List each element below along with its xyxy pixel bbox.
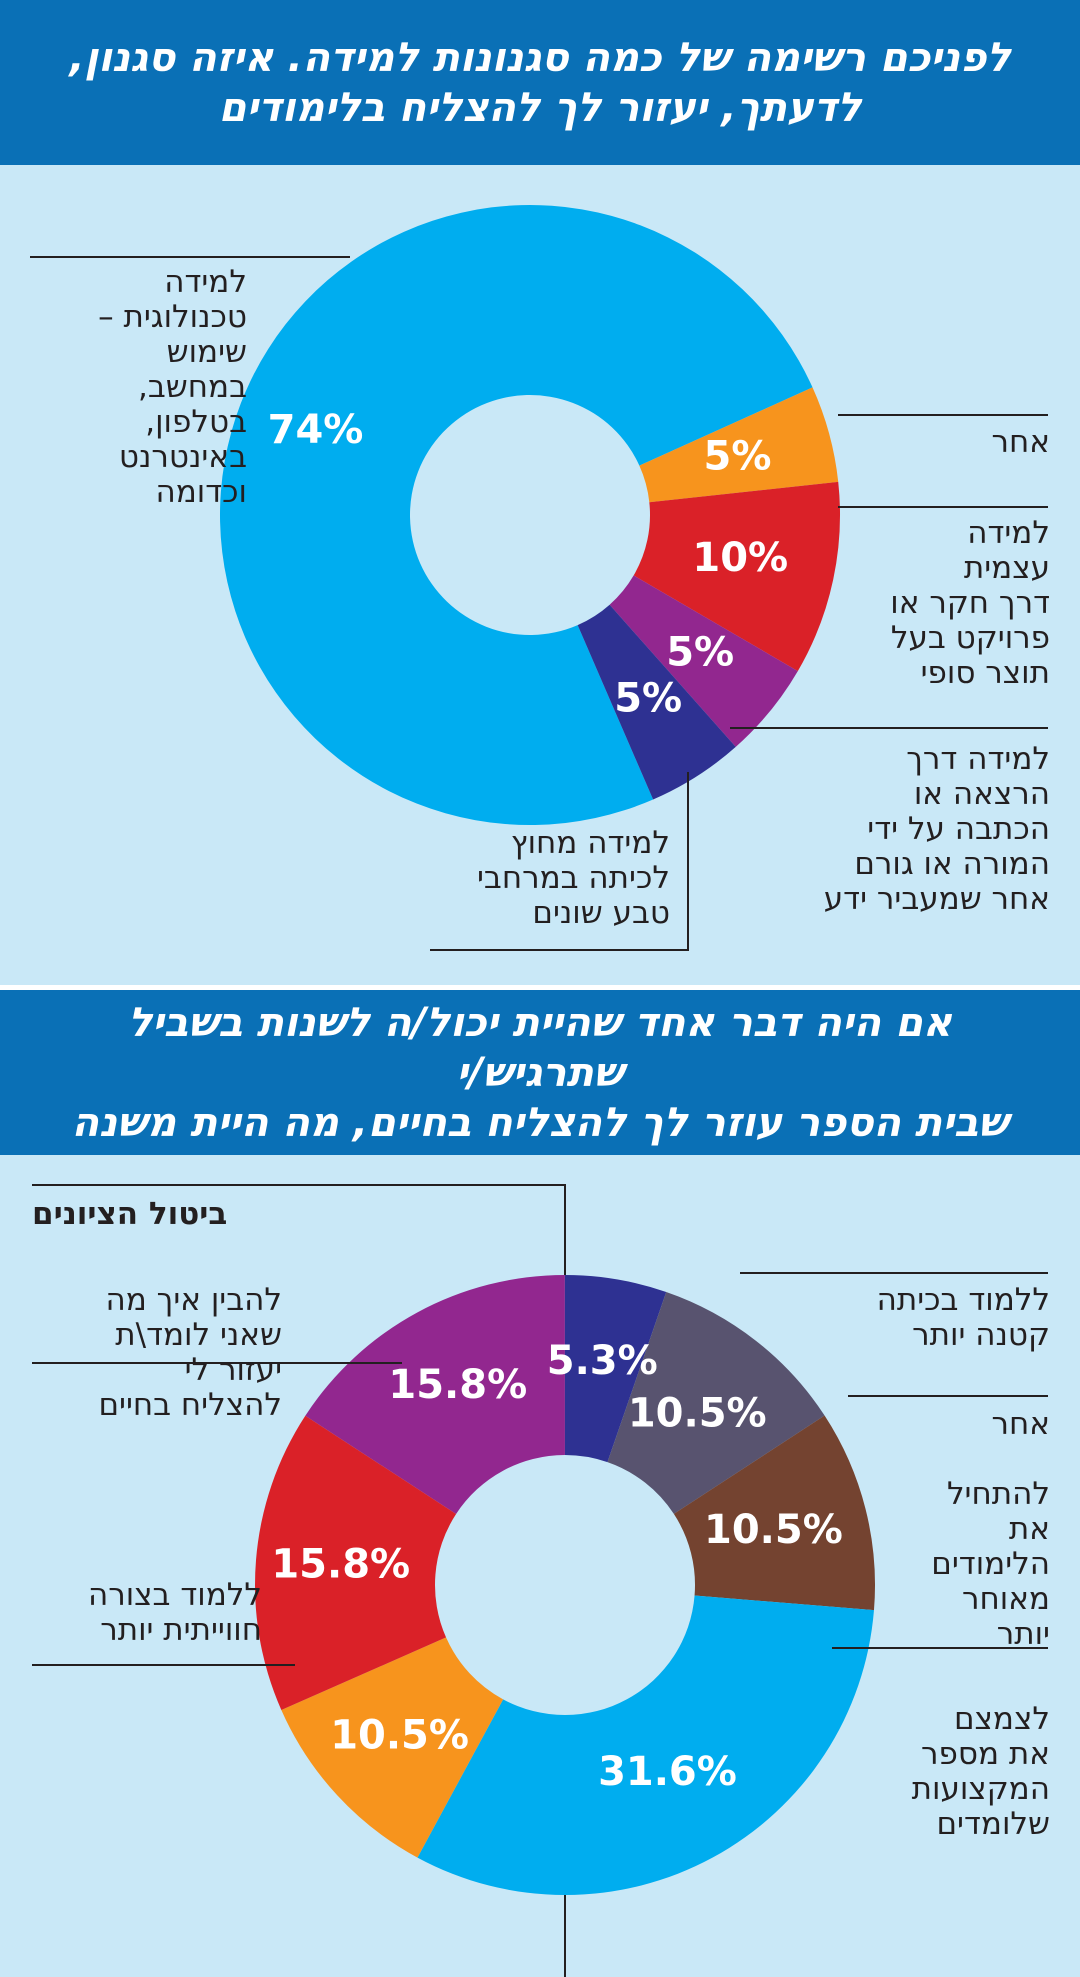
chart2-leader-line bbox=[564, 1895, 566, 1977]
label-other-1-line: אחר bbox=[991, 424, 1050, 460]
section2-title-line1: אם היה דבר אחד שהיית יכול/ה לשנות בשביל … bbox=[127, 999, 953, 1096]
label-tech-line: וכדומה bbox=[155, 474, 247, 510]
chart1-slice bbox=[633, 481, 840, 672]
label-small-class: ללמוד בכיתה קטנה יותר bbox=[800, 1283, 1050, 1353]
label-lecture-line: הכתבה על ידי bbox=[867, 811, 1050, 847]
label-self-learning-line: דרך חקר או bbox=[890, 585, 1050, 621]
label-reduce-subjects-line: המקצועות bbox=[911, 1771, 1050, 1807]
label-start-later-line: יותר bbox=[996, 1616, 1050, 1652]
label-cancel-grades-line: ביטול הציונים bbox=[32, 1196, 228, 1232]
chart2-slice bbox=[417, 1595, 874, 1895]
label-understand-line: להבין איך מה bbox=[105, 1282, 283, 1318]
label-tech-line: באינטרנט bbox=[118, 439, 247, 475]
chart1-slice bbox=[219, 205, 813, 825]
chart1-value-label: 74% bbox=[268, 407, 364, 453]
label-other-2-line: אחר bbox=[991, 1406, 1050, 1442]
chart1-donut: 74%5%10%5%5% bbox=[30, 205, 1048, 951]
label-cancel-grades: ביטול הציונים bbox=[32, 1197, 332, 1232]
label-start-later-line: את bbox=[1008, 1511, 1050, 1547]
chart1-slice bbox=[577, 604, 736, 800]
label-self-learning-line: פרויקט בעל bbox=[890, 620, 1050, 656]
chart2-value-label: 31.6% bbox=[598, 1749, 737, 1795]
label-tech: למידה טכנולוגית – שימוש במחשב, בטלפון, באינטר… bbox=[37, 265, 247, 510]
label-self-learning: למידה עצמית דרך חקר או פרויקט בעל תוצר סופי bbox=[840, 516, 1050, 691]
label-small-class-line: ללמוד בכיתה bbox=[876, 1282, 1050, 1318]
label-lecture-line: למידה דרך bbox=[906, 741, 1050, 777]
chart1-value-label: 5% bbox=[666, 629, 734, 675]
label-understand-line: להצליח בחיים bbox=[98, 1387, 282, 1423]
label-reduce-subjects-line: שלומדים bbox=[936, 1806, 1050, 1842]
label-experiential: ללמוד בצורה חווייתית יותר bbox=[32, 1578, 262, 1648]
label-reduce-subjects-line: לצמצם bbox=[953, 1701, 1050, 1737]
chart1-slice bbox=[639, 387, 839, 503]
chart2-value-label: 10.5% bbox=[330, 1713, 469, 1759]
label-small-class-line: קטנה יותר bbox=[912, 1317, 1050, 1353]
label-lecture-line: המורה או גורם bbox=[854, 846, 1050, 882]
section1-title-line1: לפניכם רשימה של כמה סגנונות למידה. איזה … bbox=[69, 34, 1011, 81]
chart1-slice bbox=[609, 575, 798, 747]
chart1-leader-line bbox=[430, 772, 689, 951]
label-start-later-line: מאוחר bbox=[962, 1581, 1050, 1617]
chart2-slice bbox=[281, 1637, 504, 1858]
label-experiential-line: ללמוד בצורה bbox=[87, 1577, 262, 1613]
chart1-value-label: 5% bbox=[703, 434, 771, 480]
label-experiential-line: חווייתית יותר bbox=[100, 1612, 262, 1648]
chart2-slice bbox=[564, 1275, 667, 1463]
chart2-value-label: 15.8% bbox=[271, 1542, 410, 1588]
label-outside-line: למידה מחוץ bbox=[510, 825, 670, 861]
chart2-slice bbox=[607, 1291, 825, 1514]
chart2-value-label: 15.8% bbox=[388, 1362, 527, 1408]
label-outside-line: טבע שונים bbox=[532, 895, 670, 931]
section2-title-line2: שבית הספר עוזר לך להצליח בחיים, מה היית … bbox=[71, 1099, 1009, 1146]
label-outside: למידה מחוץ לכיתה במרחבי טבע שונים bbox=[420, 826, 670, 931]
label-reduce-subjects-line: את מספר bbox=[921, 1736, 1050, 1772]
chart2-value-label: 10.5% bbox=[704, 1507, 843, 1553]
chart2-leader-line bbox=[32, 1184, 566, 1275]
chart1-value-label: 5% bbox=[614, 676, 682, 722]
chart2-slice bbox=[673, 1415, 875, 1611]
label-lecture: למידה דרך הרצאה או הכתבה על ידי המורה או גו… bbox=[760, 742, 1050, 917]
label-outside-line: לכיתה במרחבי bbox=[476, 860, 670, 896]
label-reduce-subjects: לצמצם את מספר המקצועות שלומדים bbox=[840, 1702, 1050, 1842]
chart1-value-label: 10% bbox=[692, 535, 788, 581]
chart2-value-label: 10.5% bbox=[628, 1390, 767, 1436]
label-tech-line: במחשב, bbox=[138, 369, 247, 405]
label-start-later: להתחיל את הלימודים מאוחר יותר bbox=[880, 1477, 1050, 1652]
label-lecture-line: אחר שמעביר ידע bbox=[823, 881, 1050, 917]
label-tech-line: בטלפון, bbox=[145, 404, 247, 440]
label-understand-line: שאני לומד\ת bbox=[115, 1317, 282, 1353]
label-self-learning-line: למידה bbox=[967, 515, 1050, 551]
label-self-learning-line: עצמית bbox=[963, 550, 1050, 586]
section1-title-line2: לדעתך, יעזור לך להצליח בלימודים bbox=[218, 84, 862, 131]
label-tech-line: למידה bbox=[164, 264, 247, 300]
section1-title: לפניכם רשימה של כמה סגנונות למידה. איזה … bbox=[0, 0, 1080, 165]
label-self-learning-line: תוצר סופי bbox=[920, 655, 1050, 691]
label-start-later-line: הלימודים bbox=[931, 1546, 1050, 1582]
label-understand-line: יעזור לי bbox=[184, 1352, 282, 1388]
section2-title: אם היה דבר אחד שהיית יכול/ה לשנות בשביל … bbox=[0, 990, 1080, 1155]
label-tech-line: שימוש bbox=[166, 334, 247, 370]
label-start-later-line: להתחיל bbox=[946, 1476, 1050, 1512]
label-other-2: אחר bbox=[960, 1407, 1050, 1442]
chart2-slice bbox=[254, 1415, 457, 1710]
label-other-1: אחר bbox=[960, 425, 1050, 460]
label-tech-line: טכנולוגית – bbox=[98, 299, 247, 335]
chart2-donut: 15.8% 5.3% 10.5% 10.5% 31.6% 10.5% 15.8% bbox=[32, 1184, 1048, 1977]
label-understand: להבין איך מה שאני לומד\ת יעזור לי להצליח בח… bbox=[32, 1283, 282, 1423]
chart2-slice bbox=[305, 1275, 565, 1515]
label-lecture-line: הרצאה או bbox=[913, 776, 1050, 812]
chart2-value-label: 5.3% bbox=[547, 1338, 658, 1384]
